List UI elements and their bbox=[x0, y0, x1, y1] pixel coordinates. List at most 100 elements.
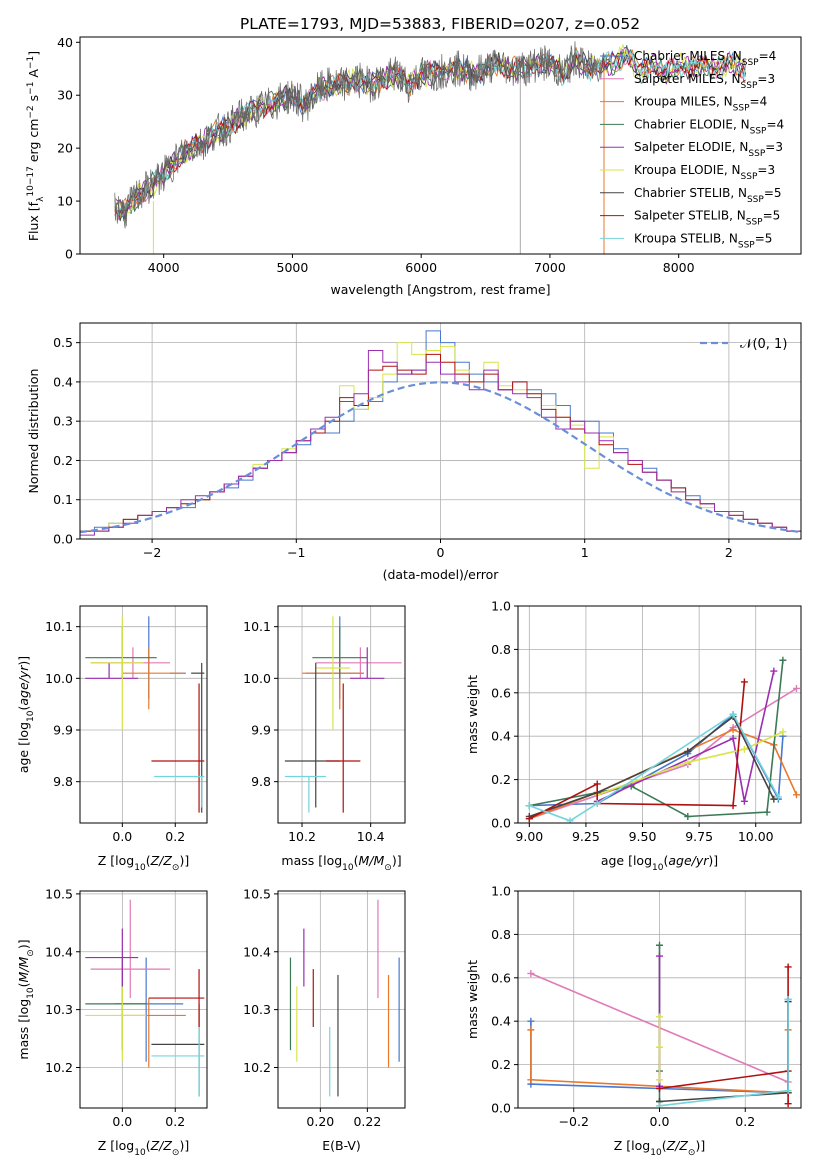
axes-frame bbox=[79, 605, 208, 824]
x-tick-label: 10.00 bbox=[738, 829, 774, 844]
x-tick-label: 0.0 bbox=[112, 1114, 132, 1129]
weight-marker-salpeter_miles bbox=[792, 684, 800, 692]
legend-label: Kroupa ELODIE, NSSP=3 bbox=[634, 163, 775, 182]
observed-spectrum bbox=[114, 41, 605, 229]
label-part: 10 bbox=[652, 863, 664, 873]
x-tick-label: 9.75 bbox=[685, 829, 713, 844]
y-tick-label: 10 bbox=[57, 194, 73, 209]
label-part: SSP bbox=[748, 149, 765, 159]
label-part: ] bbox=[26, 51, 41, 56]
y-tick-label: 0.8 bbox=[491, 927, 511, 942]
label-part: age/yr bbox=[16, 665, 31, 706]
y-axis-label: mass weight bbox=[465, 675, 480, 754]
label-part: ( bbox=[354, 853, 359, 868]
label-part: SSP bbox=[738, 240, 755, 250]
label-part: )] bbox=[16, 656, 31, 666]
label-part: −1 bbox=[26, 82, 36, 95]
label-part: =3 bbox=[757, 163, 775, 177]
x-tick-label: 0 bbox=[437, 545, 445, 560]
label-part: erg cm bbox=[26, 119, 41, 167]
legend-label-normal: 𝒩(0, 1) bbox=[740, 337, 787, 352]
label-part: age [log bbox=[16, 722, 31, 773]
legend-label: Chabrier STELIB, NSSP=5 bbox=[634, 186, 782, 205]
label-part: 10 bbox=[134, 1148, 146, 1158]
y-tick-label: 0.5 bbox=[53, 335, 73, 350]
legend-label: Chabrier ELODIE, NSSP=4 bbox=[634, 117, 784, 136]
legend-label: Kroupa STELIB, NSSP=5 bbox=[634, 231, 772, 250]
weight-marker-kroupa_stelib bbox=[656, 1102, 663, 1108]
histogram-steps bbox=[80, 330, 801, 536]
error-bars bbox=[85, 616, 205, 813]
x-tick-label: 0.2 bbox=[735, 1114, 755, 1129]
axes-frame bbox=[277, 605, 406, 824]
label-part: SSP bbox=[747, 195, 764, 205]
weight-marker-salpeter_elodie bbox=[729, 734, 737, 742]
label-part: ( bbox=[663, 853, 668, 868]
error-bars bbox=[85, 899, 205, 1097]
weight-marker-salpeter_miles bbox=[527, 969, 535, 977]
y-tick-label: 9.8 bbox=[251, 774, 271, 789]
weight-marker-salpeter_elodie bbox=[740, 797, 748, 805]
axes-frame bbox=[277, 890, 406, 1109]
label-part: mass [log bbox=[281, 853, 342, 868]
weight-marker-chabrier_elodie bbox=[656, 941, 663, 949]
label-part: )] bbox=[16, 939, 31, 949]
x-axis-label: age [log10(age/yr)] bbox=[601, 853, 718, 873]
label-part: Salpeter ELODIE, N bbox=[634, 140, 748, 154]
y-tick-label: 20 bbox=[57, 141, 73, 156]
weight-marker-salpeter_stelib bbox=[729, 802, 737, 810]
weight-marker-salpeter_stelib bbox=[656, 1084, 663, 1092]
x-tick-label: 8000 bbox=[663, 260, 695, 275]
label-part: ⊙ bbox=[172, 863, 180, 873]
weight-marker-kroupa_miles bbox=[792, 791, 800, 799]
x-tick-label: 0.2 bbox=[165, 1114, 185, 1129]
y-axis-label: Normed distribution bbox=[26, 369, 41, 494]
x-tick-label: −1 bbox=[287, 545, 305, 560]
label-part: SSP bbox=[733, 104, 750, 114]
weight-marker-kroupa_miles bbox=[729, 726, 737, 734]
label-part: =5 bbox=[763, 209, 781, 223]
x-tick-label: −2 bbox=[143, 545, 161, 560]
x-axis-label: (data-model)/error bbox=[383, 567, 500, 582]
label-part: Z/Z bbox=[666, 1138, 689, 1153]
label-part: ⊙ bbox=[688, 1148, 696, 1158]
y-tick-label: 0.0 bbox=[491, 1101, 511, 1116]
y-tick-label: 10.3 bbox=[45, 1002, 73, 1017]
x-tick-label: 5000 bbox=[277, 260, 309, 275]
x-tick-label: 0.22 bbox=[353, 1114, 381, 1129]
label-part: 10 bbox=[134, 863, 146, 873]
x-tick-label: 9.50 bbox=[629, 829, 657, 844]
label-part: Z/Z bbox=[150, 1138, 173, 1153]
label-part: 10 bbox=[26, 185, 36, 197]
y-tick-label: 10.2 bbox=[45, 1060, 73, 1075]
label-part: Z [log bbox=[98, 853, 134, 868]
weight-marker-chabrier_elodie bbox=[763, 808, 771, 816]
error-bars bbox=[289, 899, 400, 1097]
x-axis-label: E(B-V) bbox=[322, 1138, 361, 1153]
label-part: ⊙ bbox=[384, 863, 392, 873]
weight-marker-salpeter_stelib bbox=[740, 678, 748, 686]
weight-marker-salpeter_elodie bbox=[770, 667, 778, 675]
histogram-panel: −2 −1 0 1 2 0.0 0.1 0.2 0.3 0.4 0.5 𝒩(0, 1) (data-mo… bbox=[26, 322, 802, 582]
mass-vs-metallicity-panel: 0.0 0.210.210.310.410.5Z [log10(Z/Z⊙)]mas… bbox=[16, 886, 208, 1158]
y-tick-label: 10.5 bbox=[45, 886, 73, 901]
y-tick-label: 10.4 bbox=[243, 944, 271, 959]
legend-label: Salpeter STELIB, NSSP=5 bbox=[634, 209, 780, 228]
weight-marker-kroupa_stelib bbox=[784, 996, 792, 1003]
histogram-salpeter_elodie bbox=[80, 350, 801, 536]
label-part: Kroupa MILES, N bbox=[634, 95, 733, 109]
weight-marker-kroupa_stelib bbox=[729, 711, 737, 718]
axes-frame bbox=[517, 605, 802, 824]
y-tick-label: 0.6 bbox=[491, 685, 511, 700]
weight-marker-chabrier_elodie bbox=[684, 812, 692, 820]
label-part: λ bbox=[36, 196, 46, 202]
label-part: SSP bbox=[750, 126, 767, 136]
label-part: =3 bbox=[757, 72, 775, 86]
label-part: Kroupa STELIB, N bbox=[634, 231, 738, 245]
label-part: ( bbox=[16, 982, 31, 987]
label-part: ( bbox=[146, 853, 151, 868]
normal-curve bbox=[80, 381, 801, 534]
x-tick-label: 1 bbox=[581, 545, 589, 560]
label-part: )] bbox=[179, 1138, 189, 1153]
age-vs-metallicity-panel: 0.0 0.29.89.910.010.1Z [log10(Z/Z⊙)]age [… bbox=[16, 605, 208, 873]
